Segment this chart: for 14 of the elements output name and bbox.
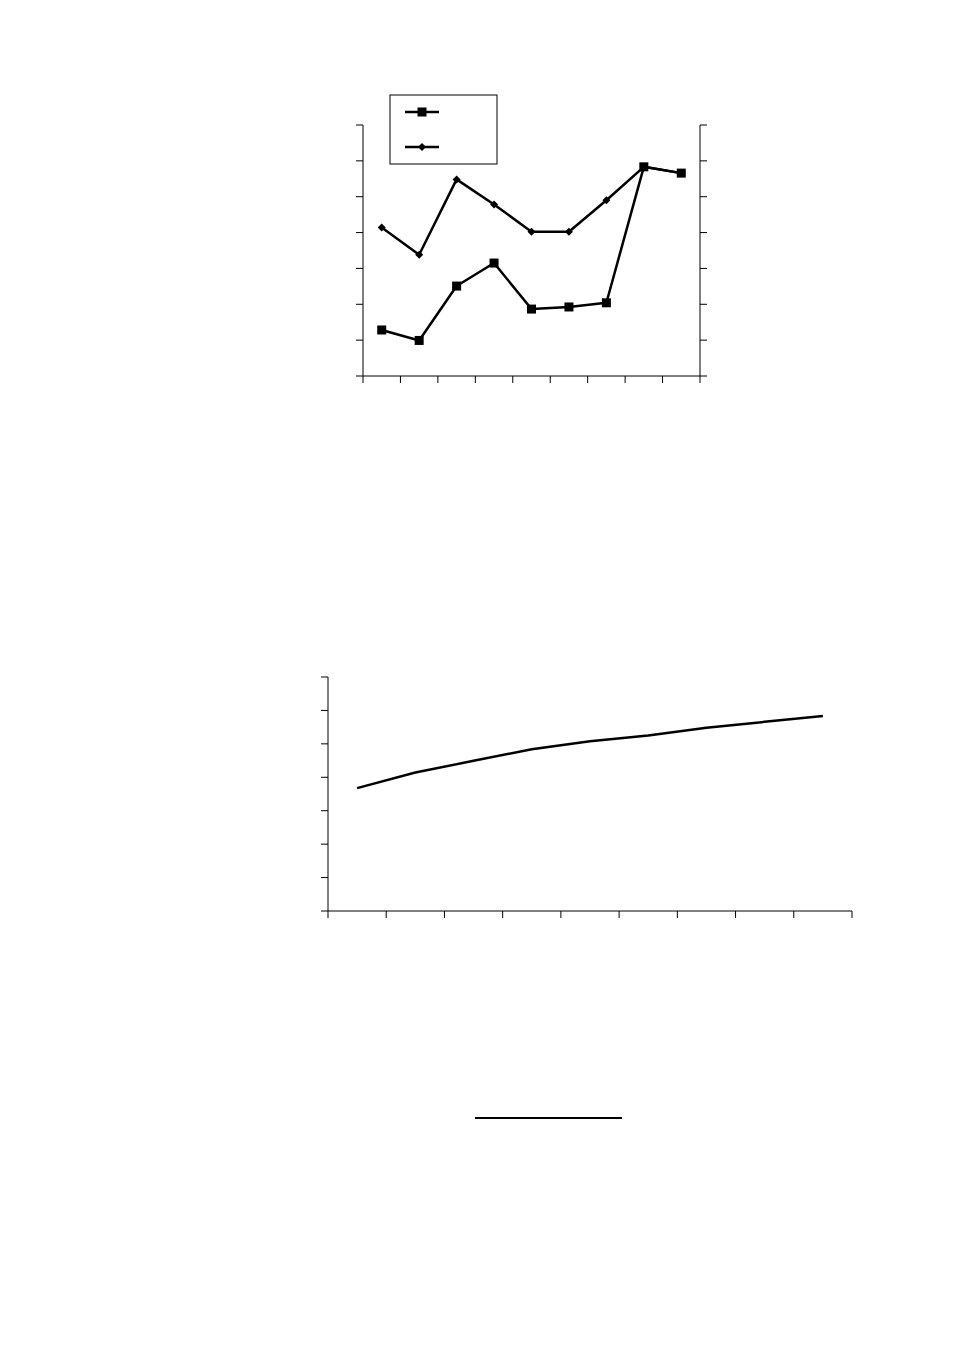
point [489, 258, 499, 268]
point [601, 298, 611, 308]
point [564, 227, 573, 236]
point [452, 281, 462, 291]
point [490, 200, 499, 209]
point [414, 335, 424, 345]
point [602, 196, 611, 205]
point [564, 302, 574, 312]
point [527, 304, 536, 314]
point [452, 175, 461, 184]
point [377, 325, 387, 335]
point [377, 223, 386, 232]
point [527, 227, 536, 236]
point [415, 250, 424, 259]
